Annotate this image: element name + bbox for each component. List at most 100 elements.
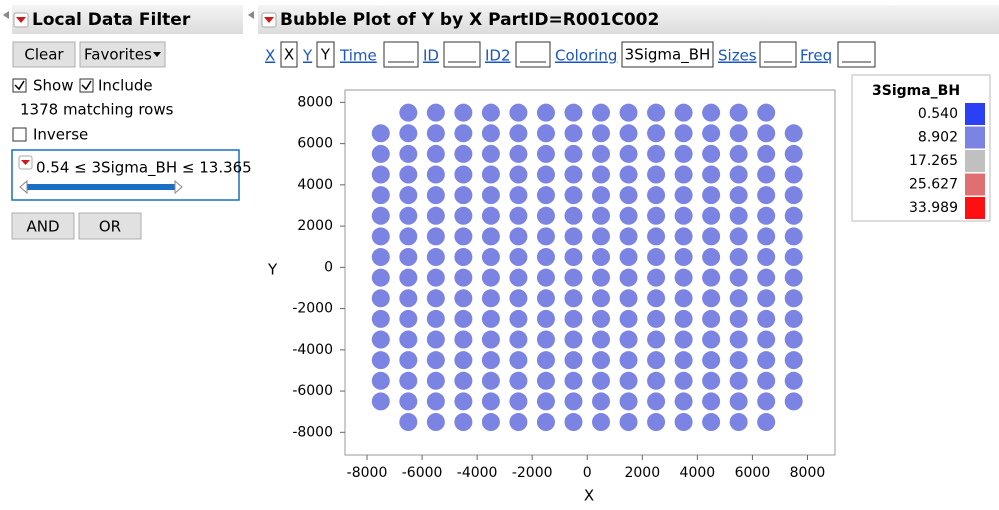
bubble — [454, 124, 473, 143]
y-axis-label: Y — [267, 261, 278, 279]
bubble — [674, 227, 693, 246]
slider-handle[interactable] — [174, 179, 183, 195]
x-tick-label: 4000 — [680, 465, 716, 481]
bubble — [647, 309, 666, 328]
bubble — [564, 309, 583, 328]
bubble — [564, 165, 583, 184]
bubble — [647, 330, 666, 349]
bubble — [509, 309, 528, 328]
bubble — [426, 248, 445, 267]
y-tick-label: 0 — [324, 259, 333, 275]
bubble — [536, 413, 555, 432]
y-tick-label: 4000 — [297, 177, 333, 193]
inverse-checkbox[interactable] — [12, 127, 27, 142]
bubble — [454, 103, 473, 122]
menu-arrow — [264, 17, 274, 23]
bubble — [647, 144, 666, 163]
bubble — [481, 268, 500, 287]
role-link[interactable]: Sizes — [718, 47, 757, 65]
bubble — [399, 165, 418, 184]
bubble — [536, 103, 555, 122]
bubble — [509, 392, 528, 411]
bubble — [592, 227, 611, 246]
bubble — [481, 165, 500, 184]
bubble — [371, 289, 390, 308]
role-link[interactable]: Coloring — [555, 47, 617, 65]
bubble — [729, 206, 748, 225]
bubble — [399, 351, 418, 370]
bubble — [371, 371, 390, 390]
bubble — [564, 124, 583, 143]
favorites-button[interactable] — [79, 41, 166, 68]
bubble — [674, 309, 693, 328]
slider-handle[interactable] — [19, 179, 28, 195]
bubble — [481, 330, 500, 349]
bubble — [481, 413, 500, 432]
legend-title: 3Sigma_BH — [872, 83, 960, 99]
bubble — [426, 165, 445, 184]
bubble — [784, 289, 803, 308]
bubble — [481, 289, 500, 308]
bubble — [729, 248, 748, 267]
x-tick-label: -6000 — [402, 465, 443, 481]
filter-box — [11, 149, 240, 201]
bubble — [674, 371, 693, 390]
bubble — [647, 227, 666, 246]
bubble — [481, 309, 500, 328]
bubble — [592, 413, 611, 432]
bubble — [592, 165, 611, 184]
bubble — [702, 392, 721, 411]
role-box[interactable] — [837, 41, 876, 68]
bubble — [674, 289, 693, 308]
bubble — [757, 248, 776, 267]
role-box[interactable] — [383, 41, 419, 68]
bubble — [481, 144, 500, 163]
disclosure[interactable] — [248, 11, 254, 19]
bubble — [757, 268, 776, 287]
role-link[interactable]: Y — [302, 47, 313, 65]
bubble — [784, 392, 803, 411]
bubble — [454, 186, 473, 205]
disclosure[interactable] — [3, 11, 9, 19]
legend-label: 33.989 — [909, 200, 958, 216]
bubble — [784, 124, 803, 143]
bubble — [371, 392, 390, 411]
bubble — [536, 248, 555, 267]
check — [14, 80, 25, 91]
role-box[interactable] — [280, 41, 298, 68]
role-box[interactable] — [443, 41, 481, 68]
bubble — [784, 330, 803, 349]
bubble — [674, 413, 693, 432]
x-tick-label: -8000 — [347, 465, 388, 481]
bubble — [426, 227, 445, 246]
role-box[interactable] — [621, 41, 714, 68]
checkbox-label: Show — [33, 77, 73, 95]
bubble — [399, 248, 418, 267]
bubble — [426, 103, 445, 122]
role-link[interactable]: Time — [339, 47, 377, 65]
bubble — [509, 413, 528, 432]
bubble — [674, 165, 693, 184]
bubble — [757, 392, 776, 411]
role-link[interactable]: ID2 — [485, 47, 511, 65]
role-box[interactable] — [759, 41, 797, 68]
role-link[interactable]: ID — [423, 47, 439, 65]
bubble — [647, 124, 666, 143]
bubble — [426, 309, 445, 328]
bubble — [454, 227, 473, 246]
bubble — [371, 227, 390, 246]
role-box[interactable] — [316, 41, 335, 68]
bubble — [729, 392, 748, 411]
bubble — [702, 227, 721, 246]
checkbox-label: Inverse — [33, 126, 88, 144]
role-link[interactable]: Freq — [800, 47, 832, 65]
role-box[interactable] — [515, 41, 551, 68]
bubble — [536, 309, 555, 328]
clear-button[interactable] — [12, 41, 76, 68]
bubble — [399, 144, 418, 163]
and-button[interactable] — [11, 212, 75, 240]
or-button[interactable] — [78, 212, 142, 240]
role-link[interactable]: X — [265, 47, 275, 65]
bubble — [592, 124, 611, 143]
y-tick-label: -4000 — [292, 342, 333, 358]
